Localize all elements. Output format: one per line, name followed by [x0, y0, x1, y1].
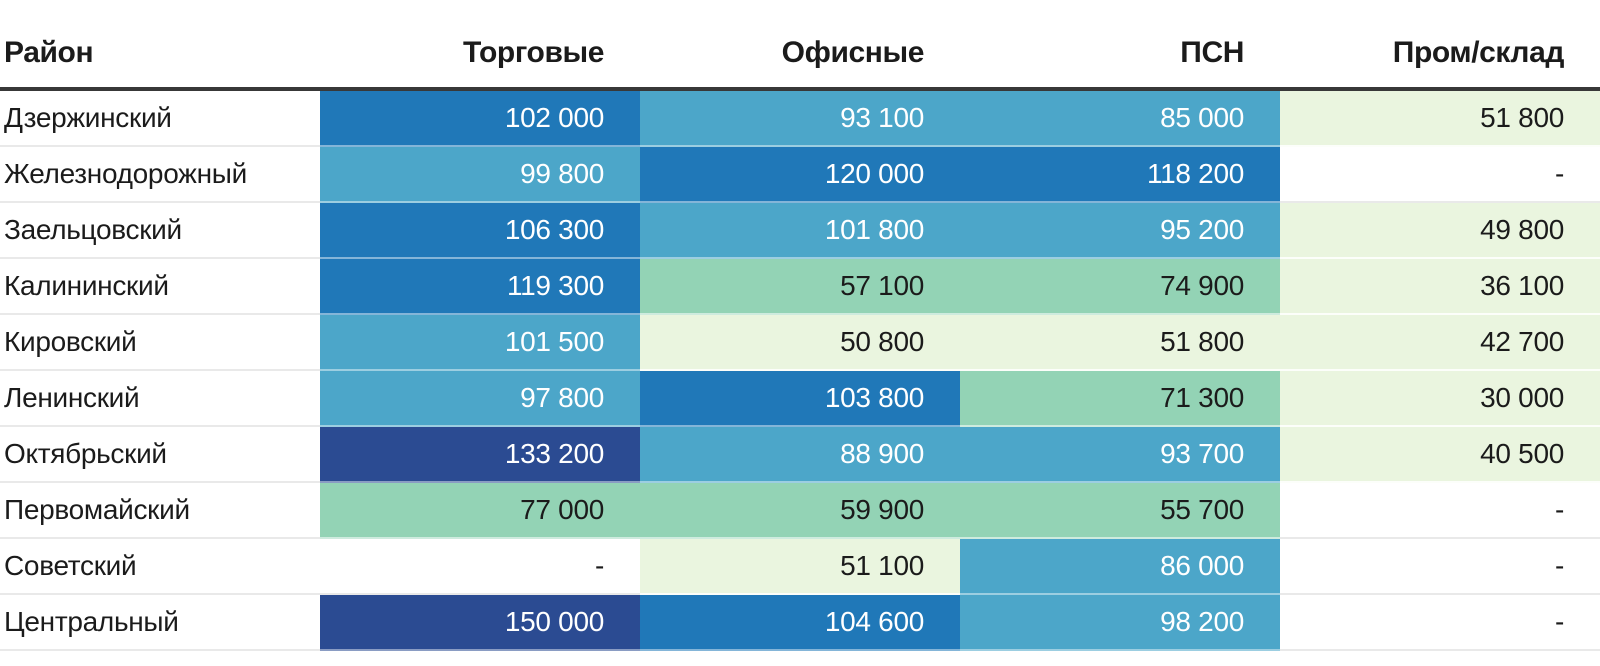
col-header-office: Офисные [640, 0, 960, 91]
value-cell: 30 000 [1280, 371, 1600, 427]
value-cell: 40 500 [1280, 427, 1600, 483]
table-row: Заельцовский 106 300 101 800 95 200 49 800 [0, 203, 1600, 259]
value-cell: 86 000 [960, 539, 1280, 595]
col-header-industrial: Пром/склад [1280, 0, 1600, 91]
value-cell: 95 200 [960, 203, 1280, 259]
value-cell: 74 900 [960, 259, 1280, 315]
value-cell: - [1280, 595, 1600, 651]
value-cell: - [320, 539, 640, 595]
district-label: Калининский [0, 259, 320, 315]
district-label: Железнодорожный [0, 147, 320, 203]
rates-table: Район Торговые Офисные ПСН Пром/склад Дзержи… [0, 0, 1600, 651]
col-header-psn: ПСН [960, 0, 1280, 91]
value-cell: - [1280, 483, 1600, 539]
district-label: Первомайский [0, 483, 320, 539]
value-cell: 36 100 [1280, 259, 1600, 315]
value-cell: 85 000 [960, 91, 1280, 147]
value-cell: 93 700 [960, 427, 1280, 483]
value-cell: 49 800 [1280, 203, 1600, 259]
district-label: Кировский [0, 315, 320, 371]
table-row: Октябрьский 133 200 88 900 93 700 40 500 [0, 427, 1600, 483]
value-cell: 50 800 [640, 315, 960, 371]
col-header-district: Район [0, 0, 320, 91]
value-cell: 77 000 [320, 483, 640, 539]
value-cell: 119 300 [320, 259, 640, 315]
district-label: Советский [0, 539, 320, 595]
table-row: Центральный 150 000 104 600 98 200- [0, 595, 1600, 651]
table-row: Дзержинский 102 000 93 100 85 000 51 800 [0, 91, 1600, 147]
district-label: Заельцовский [0, 203, 320, 259]
value-cell: 98 200 [960, 595, 1280, 651]
value-cell: 88 900 [640, 427, 960, 483]
value-cell: 103 800 [640, 371, 960, 427]
value-cell: 106 300 [320, 203, 640, 259]
table-body: Дзержинский 102 000 93 100 85 000 51 800 Желе… [0, 91, 1600, 651]
value-cell: - [1280, 147, 1600, 203]
table-row: Ленинский 97 800 103 800 71 300 30 000 [0, 371, 1600, 427]
value-cell: 57 100 [640, 259, 960, 315]
value-cell: 133 200 [320, 427, 640, 483]
value-cell: 101 500 [320, 315, 640, 371]
value-cell: 42 700 [1280, 315, 1600, 371]
col-header-retail: Торговые [320, 0, 640, 91]
table-row: Советский -51 100 86 000- [0, 539, 1600, 595]
table-row: Калининский 119 300 57 100 74 900 36 100 [0, 259, 1600, 315]
table-row: Железнодорожный 99 800 120 000 118 200- [0, 147, 1600, 203]
header-row: Район Торговые Офисные ПСН Пром/склад [0, 0, 1600, 91]
value-cell: 93 100 [640, 91, 960, 147]
value-cell: 150 000 [320, 595, 640, 651]
value-cell: 59 900 [640, 483, 960, 539]
value-cell: 101 800 [640, 203, 960, 259]
value-cell: 120 000 [640, 147, 960, 203]
table-row: Кировский 101 500 50 800 51 800 42 700 [0, 315, 1600, 371]
value-cell: 51 100 [640, 539, 960, 595]
table-row: Первомайский 77 000 59 900 55 700- [0, 483, 1600, 539]
district-label: Октябрьский [0, 427, 320, 483]
table-header: Район Торговые Офисные ПСН Пром/склад [0, 0, 1600, 91]
district-label: Ленинский [0, 371, 320, 427]
value-cell: 99 800 [320, 147, 640, 203]
value-cell: 55 700 [960, 483, 1280, 539]
value-cell: 51 800 [1280, 91, 1600, 147]
value-cell: 97 800 [320, 371, 640, 427]
value-cell: 104 600 [640, 595, 960, 651]
value-cell: 102 000 [320, 91, 640, 147]
value-cell: 71 300 [960, 371, 1280, 427]
district-label: Центральный [0, 595, 320, 651]
district-label: Дзержинский [0, 91, 320, 147]
value-cell: 51 800 [960, 315, 1280, 371]
value-cell: - [1280, 539, 1600, 595]
value-cell: 118 200 [960, 147, 1280, 203]
